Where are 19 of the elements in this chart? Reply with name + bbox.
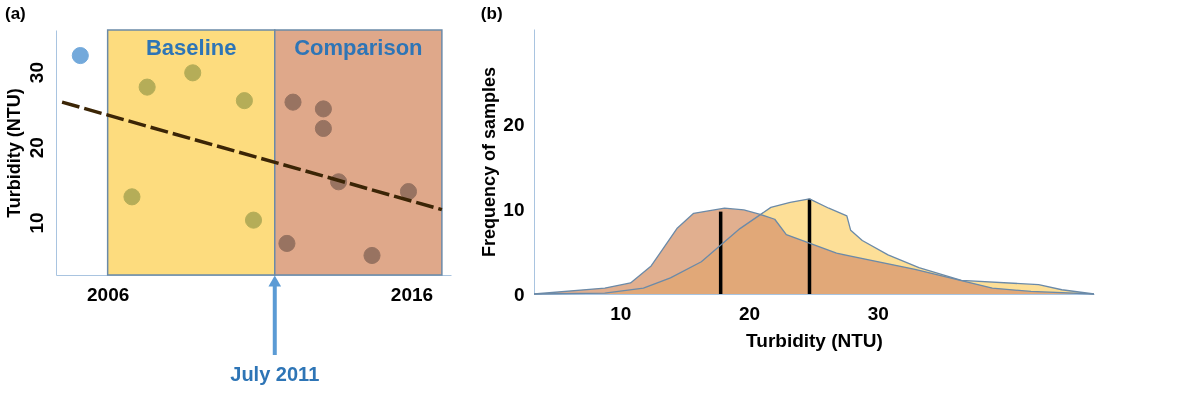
x-tick-label: 2006 [87, 283, 130, 305]
y-tick-label: 30 [25, 62, 47, 84]
chart-title: (b) [480, 4, 503, 23]
x-tick-label: 30 [867, 302, 889, 324]
x-tick-label: 2016 [390, 283, 434, 305]
chart-title: (a) [5, 4, 26, 24]
y-tick-label: 0 [513, 283, 525, 305]
x-axis-title: Turbidity (NTU) [746, 329, 883, 351]
band-label: Baseline [145, 35, 237, 60]
y-tick-label: 10 [503, 198, 525, 220]
y-tick-label: 10 [25, 212, 47, 234]
x-tick-label: 20 [738, 302, 761, 324]
y-tick-label: 20 [503, 113, 525, 135]
x-tick-label: 10 [610, 302, 632, 324]
band-label: Comparison [294, 35, 423, 60]
y-tick-label: 20 [25, 137, 47, 159]
y-axis-title: Turbidity (NTU) [3, 88, 24, 218]
annotation: July 2011 [230, 363, 320, 385]
y-axis-title: Frequency of samples [479, 66, 500, 258]
